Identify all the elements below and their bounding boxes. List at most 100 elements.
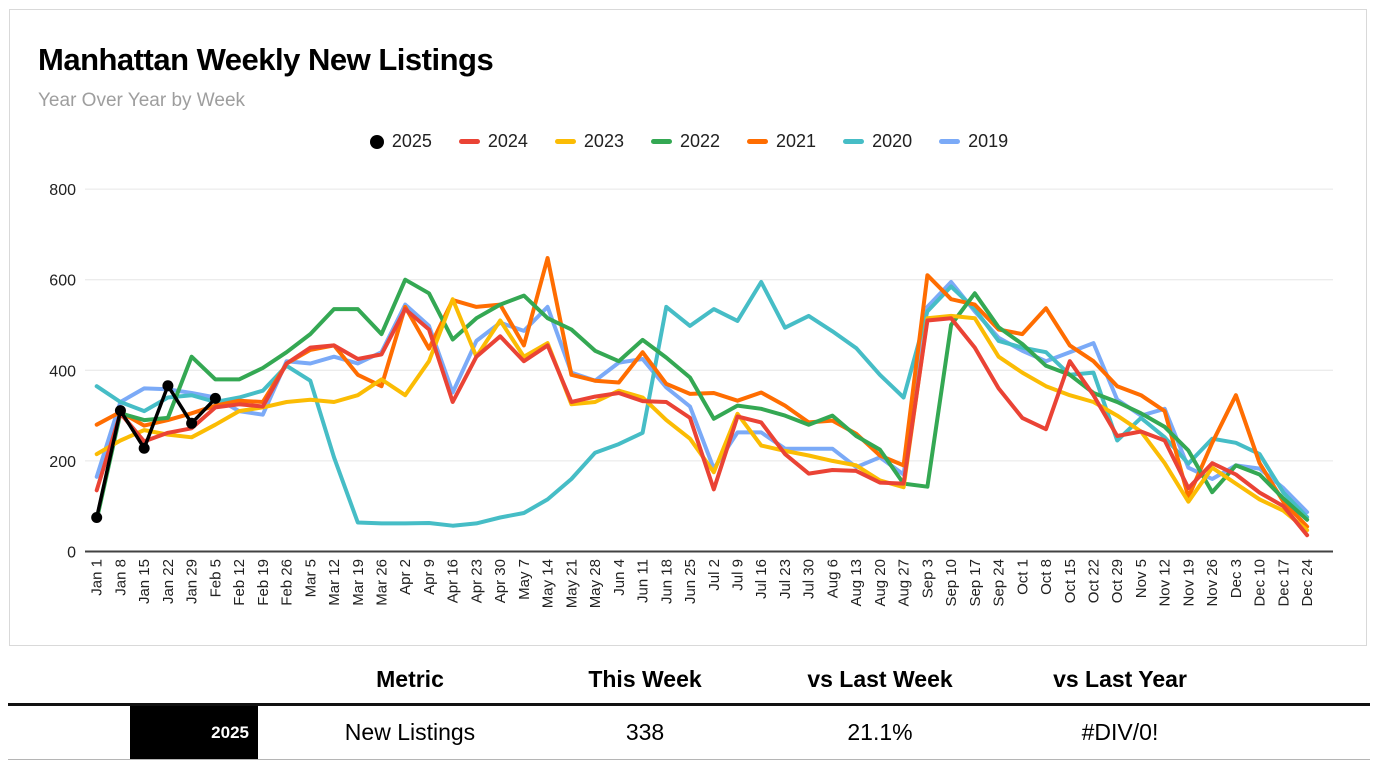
x-axis-label: Jun 11 — [635, 559, 652, 603]
x-axis-label: Dec 10 — [1252, 559, 1269, 607]
x-axis-label: Jan 29 — [184, 559, 201, 604]
x-axis-label: Nov 5 — [1133, 559, 1150, 598]
x-axis-label: Dec 3 — [1228, 559, 1245, 598]
x-axis-label: Dec 24 — [1299, 559, 1316, 607]
series-line-2021 — [94, 256, 1310, 529]
x-axis-label: Jan 22 — [160, 559, 177, 604]
y-axis-label: 200 — [49, 454, 76, 471]
x-axis-label: Jul 9 — [729, 559, 746, 591]
data-point — [162, 380, 174, 392]
x-axis-label: Dec 17 — [1275, 559, 1292, 607]
x-axis-label: Nov 19 — [1180, 559, 1197, 607]
line-chart: 0 200 400 600 800 Jan 1 Jan 8 Jan 15 Jan 22 Jan 2… — [49, 182, 1333, 608]
x-axis-label: Jan 8 — [112, 559, 129, 596]
chart-title: Manhattan Weekly New Listings — [38, 42, 494, 77]
row-label-cell: 2025 — [8, 706, 270, 759]
legend-item-2025[interactable]: 2025 — [369, 131, 432, 152]
x-axis-label: Sep 3 — [919, 559, 936, 598]
x-axis-label: Jul 16 — [753, 559, 770, 599]
x-axis-label: Apr 30 — [492, 559, 509, 603]
x-axis-label: May 28 — [587, 559, 604, 608]
data-point — [91, 512, 103, 524]
table-row: 2025 New Listings 338 21.1% #DIV/0! — [8, 706, 1370, 760]
x-axis-label: Nov 26 — [1204, 559, 1221, 607]
x-axis-label: Feb 19 — [255, 559, 272, 606]
x-axis-label: Oct 29 — [1109, 559, 1126, 603]
y-axis-label: 0 — [67, 545, 76, 562]
y-axis-label: 600 — [49, 273, 76, 290]
year-badge: 2025 — [130, 706, 258, 759]
x-axis-label: Jan 15 — [136, 559, 153, 604]
legend-item-2022[interactable]: 2022 — [650, 131, 720, 152]
x-axis-label: Mar 19 — [350, 559, 367, 606]
x-axis-label: Mar 26 — [373, 559, 390, 606]
data-point — [138, 442, 150, 454]
vs-last-year-value: #DIV/0! — [1081, 719, 1159, 745]
legend-label: 2024 — [487, 131, 528, 151]
legend-dash-marker — [458, 139, 480, 144]
x-axis-label: Oct 8 — [1038, 559, 1055, 595]
chart-card — [9, 9, 1367, 646]
legend-dash-marker — [554, 139, 576, 144]
x-axis-label: Oct 1 — [1014, 559, 1031, 595]
col-header-vs-last-year: vs Last Year — [1053, 666, 1187, 692]
legend-label: 2021 — [776, 131, 817, 151]
legend-item-2024[interactable]: 2024 — [458, 131, 528, 152]
legend-item-2020[interactable]: 2020 — [843, 131, 912, 152]
col-header-this-week: This Week — [588, 666, 702, 692]
legend-label: 2020 — [872, 131, 913, 151]
legend-circle-marker — [369, 134, 384, 149]
x-axis-label: Nov 12 — [1157, 559, 1174, 607]
x-axis-label: Mar 5 — [302, 559, 319, 597]
x-axis-label: Jul 23 — [777, 559, 794, 599]
legend-dash-marker — [650, 139, 672, 144]
series-line-2024 — [94, 307, 1310, 538]
x-axis-label: Feb 12 — [231, 559, 248, 606]
legend-item-2023[interactable]: 2023 — [554, 131, 624, 152]
y-axis-label: 800 — [49, 182, 76, 199]
series-line-2022 — [94, 277, 1310, 522]
x-axis-label: May 14 — [540, 559, 557, 608]
chart-subtitle: Year Over Year by Week — [38, 90, 246, 111]
x-axis-label: Apr 9 — [421, 559, 438, 595]
data-point — [114, 405, 126, 417]
x-axis-label: Aug 6 — [824, 559, 841, 598]
summary-table-header: Metric This Week vs Last Week vs Last Ye… — [8, 656, 1370, 706]
x-axis-label: Jun 18 — [658, 559, 675, 604]
data-point — [186, 417, 198, 429]
legend-label: 2025 — [391, 131, 432, 151]
this-week-value: 338 — [625, 719, 665, 745]
legend-dash-marker — [843, 139, 865, 144]
vs-last-week-value: 21.1% — [847, 719, 913, 745]
metric-value: New Listings — [344, 719, 476, 745]
x-axis-label: Aug 27 — [896, 559, 913, 607]
summary-table: Metric This Week vs Last Week vs Last Ye… — [8, 656, 1370, 760]
col-header-vs-last-week: vs Last Week — [807, 666, 953, 692]
y-axis-label: 400 — [49, 363, 76, 380]
x-axis-label: Sep 10 — [943, 559, 960, 607]
legend-item-2021[interactable]: 2021 — [747, 131, 816, 152]
x-axis-label: Jan 1 — [89, 559, 106, 596]
legend-item-2019[interactable]: 2019 — [939, 131, 1008, 152]
chart-legend: 2025 2024 2023 2022 2021 2020 2019 — [0, 131, 1378, 152]
x-axis-label: Apr 16 — [445, 559, 462, 603]
col-header-metric: Metric — [376, 666, 444, 692]
x-axis-label: Oct 22 — [1085, 559, 1102, 603]
legend-dash-marker — [747, 139, 769, 144]
x-axis-label: May 7 — [516, 559, 533, 600]
x-axis-label: Oct 15 — [1062, 559, 1079, 603]
series-line-2025 — [94, 383, 218, 520]
x-axis-label: Aug 13 — [848, 559, 865, 607]
x-axis-label: Apr 2 — [397, 559, 414, 595]
x-axis-label: Mar 12 — [326, 559, 343, 606]
x-axis-label: Jun 4 — [611, 559, 628, 596]
x-axis-label: Sep 17 — [967, 559, 984, 607]
legend-dash-marker — [939, 139, 961, 144]
legend-label: 2019 — [968, 131, 1009, 151]
x-axis-label: Sep 24 — [991, 559, 1008, 607]
x-axis-label: Jul 2 — [706, 559, 723, 591]
x-axis-label: Jun 25 — [682, 559, 699, 604]
data-point — [209, 392, 221, 404]
x-axis-label: Apr 23 — [468, 559, 485, 603]
